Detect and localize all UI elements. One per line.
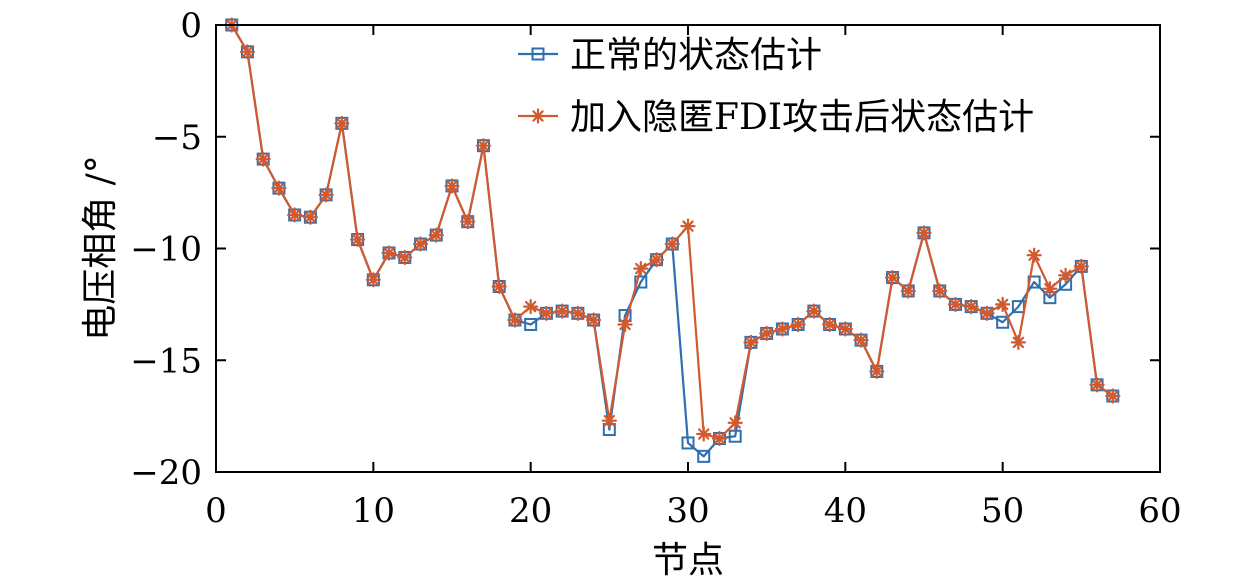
series-2-point xyxy=(1073,258,1089,274)
series-2-point xyxy=(711,430,728,447)
legend-marker xyxy=(531,47,545,61)
series-2-point xyxy=(255,151,271,167)
series-2-point xyxy=(1010,334,1027,350)
series-2-point xyxy=(302,209,318,225)
series-2-point xyxy=(1105,388,1121,404)
series-2-point xyxy=(523,299,539,315)
series-2-point xyxy=(633,261,649,277)
series-2-point xyxy=(350,231,366,248)
series-2-point xyxy=(869,363,885,380)
series-1-point xyxy=(524,317,538,331)
y-tick-label: −20 xyxy=(130,453,202,493)
series-2-point xyxy=(617,316,633,333)
tick-layer: 0 10 20 30 40 50 60 0 −5 −10 −15 −20 xyxy=(130,6,1181,531)
series-2 xyxy=(224,17,1121,447)
series-2-point xyxy=(979,305,995,321)
y-tick-label: 0 xyxy=(180,6,202,46)
series-1-point xyxy=(697,449,711,463)
series-2-point xyxy=(727,415,743,431)
series-2-point xyxy=(1026,247,1042,263)
series-2-point xyxy=(648,252,665,268)
series-2-point xyxy=(444,178,460,194)
series-2-point xyxy=(365,272,381,288)
series-2-point xyxy=(1057,267,1074,283)
series-2-point xyxy=(287,207,303,223)
x-tick-label: 10 xyxy=(352,491,395,531)
series-2-point xyxy=(947,296,964,312)
series-2-point xyxy=(821,316,838,333)
series-2-point xyxy=(759,325,775,342)
series-2-point xyxy=(995,296,1011,312)
series-2-point xyxy=(397,249,413,266)
legend-label: 加入隐匿FDI攻击后状态估计 xyxy=(570,97,1034,138)
series-2-point xyxy=(570,305,586,321)
x-tick-label: 20 xyxy=(509,491,552,531)
series-2-point xyxy=(696,426,712,442)
series-2-point xyxy=(318,187,334,203)
y-axis-label: 电压相角 /° xyxy=(80,155,121,341)
series-2-point xyxy=(963,299,979,315)
series-1-point xyxy=(728,429,742,443)
series-2-point xyxy=(916,225,932,241)
x-tick-label: 0 xyxy=(205,491,227,531)
series-2-point xyxy=(491,278,507,295)
series-1-point xyxy=(996,315,1010,329)
series-2-point xyxy=(460,214,476,230)
x-tick-label: 60 xyxy=(1138,491,1181,531)
series-2-point xyxy=(806,303,822,319)
y-tick-label: −10 xyxy=(130,230,202,270)
series-2-point xyxy=(837,321,853,337)
legend-item-1: 正常的状态估计 xyxy=(518,35,822,76)
series-2-point xyxy=(884,269,901,286)
plot-frame xyxy=(215,24,1161,473)
series-2-point xyxy=(538,305,555,321)
x-axis-label: 节点 xyxy=(652,540,724,581)
series-2-point xyxy=(507,312,523,328)
x-tick-label: 50 xyxy=(981,491,1024,531)
series-2-point xyxy=(585,312,602,328)
series-2-point xyxy=(271,180,287,196)
x-tick-label: 40 xyxy=(824,491,867,531)
x-tick-label: 30 xyxy=(666,491,709,531)
series-2-line xyxy=(230,24,1114,440)
series-2-point xyxy=(853,332,869,348)
plot-layer xyxy=(224,17,1121,463)
legend-label: 正常的状态估计 xyxy=(570,35,822,76)
series-2-point xyxy=(743,334,759,350)
series-2-point xyxy=(601,412,617,429)
series-2-point xyxy=(932,283,948,299)
y-tick-label: −15 xyxy=(130,341,202,381)
legend-item-2: 加入隐匿FDI攻击后状态估计 xyxy=(518,97,1034,138)
series-2-point xyxy=(412,236,429,252)
series-2-point xyxy=(790,316,806,333)
series-2-point xyxy=(381,245,397,261)
series-2-point xyxy=(774,321,791,337)
series-2-point xyxy=(1042,281,1058,297)
series-2-point xyxy=(239,44,256,60)
series-2-point xyxy=(1089,377,1105,393)
series-2-point xyxy=(334,115,350,131)
series-2-point xyxy=(475,138,492,154)
series-2-point xyxy=(554,303,570,319)
series-2-point xyxy=(900,283,916,299)
series-1-point xyxy=(634,275,648,289)
legend-marker xyxy=(530,108,546,124)
series-2-point xyxy=(428,227,444,243)
series-2-point xyxy=(664,236,680,252)
y-tick-label: −5 xyxy=(152,118,202,158)
series-2-point xyxy=(680,218,696,234)
series-1-point xyxy=(681,436,695,450)
